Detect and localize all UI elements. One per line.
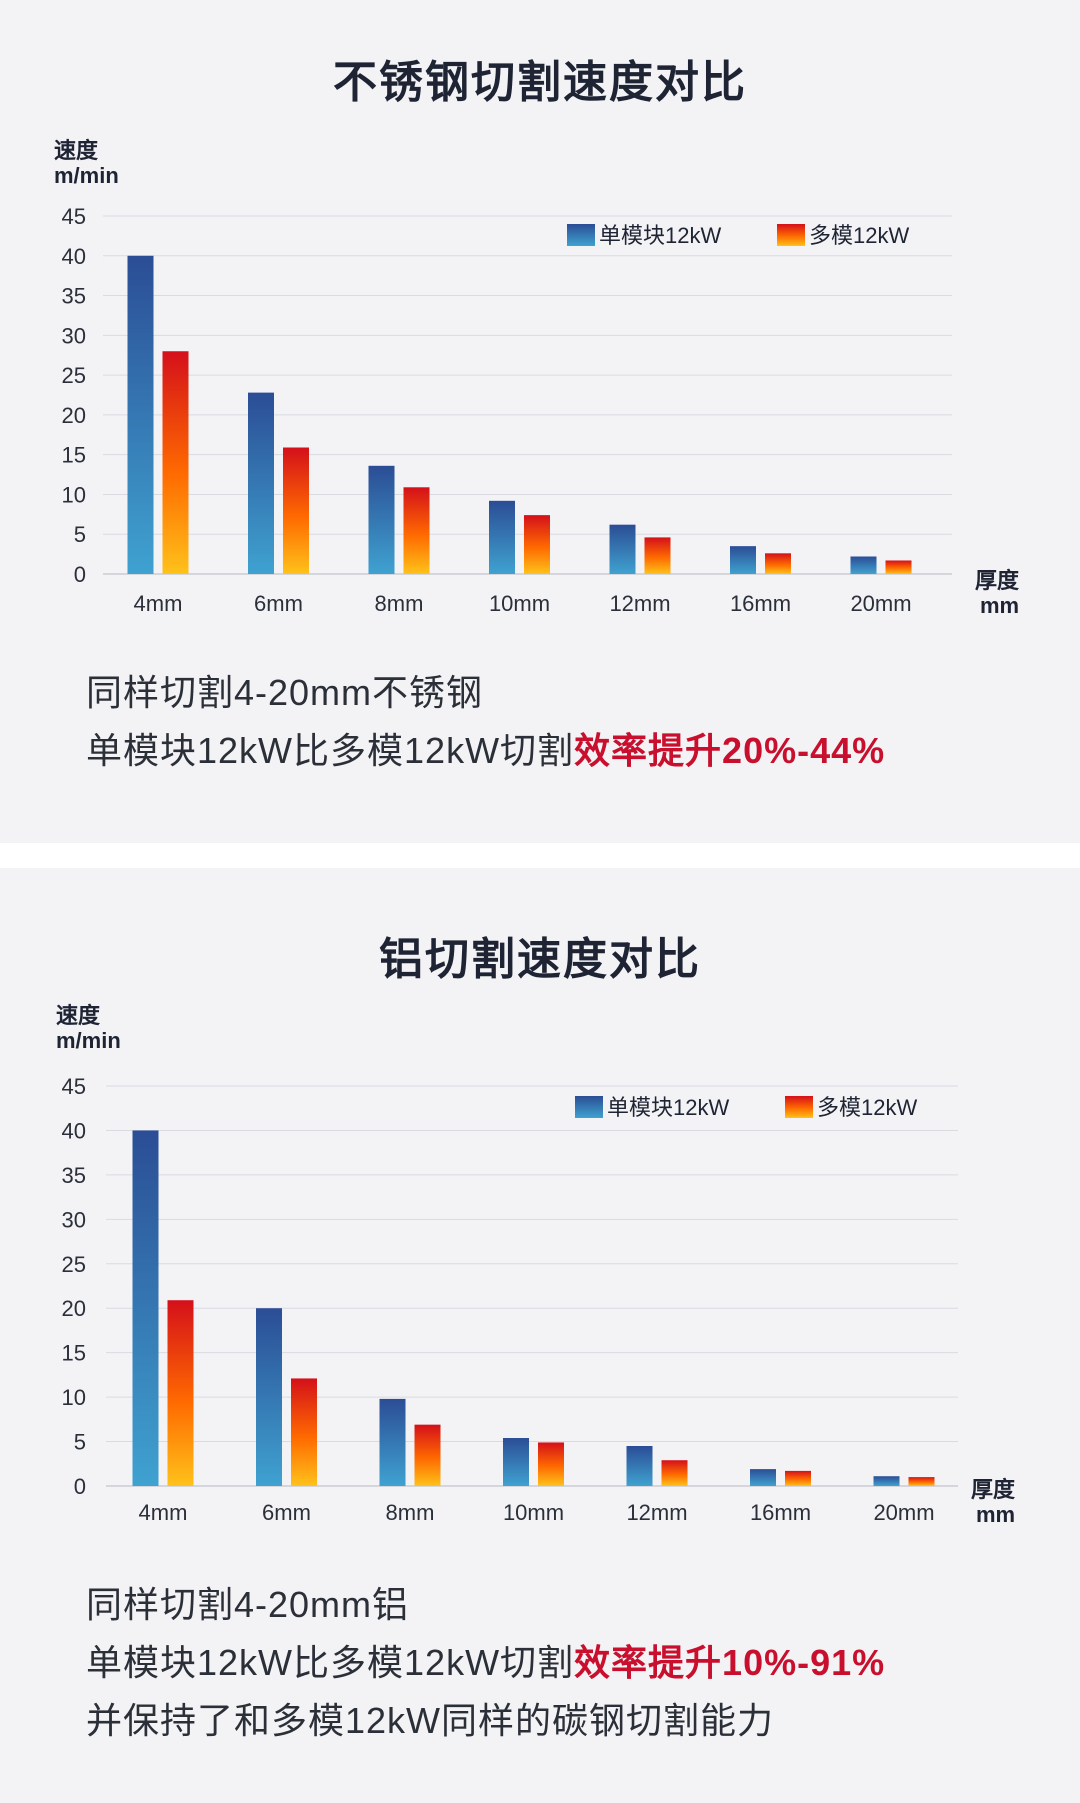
y-tick-label: 0: [74, 1474, 86, 1499]
desc-line-2: 单模块12kW比多模12kW切割效率提升10%-91%: [86, 1634, 885, 1692]
x-axis-unit: mm: [976, 1502, 1015, 1527]
x-axis-label: 厚度: [971, 1477, 1016, 1502]
bar-single-module: [750, 1469, 776, 1486]
bar-multi-module: [291, 1378, 317, 1486]
y-tick-label: 15: [62, 443, 86, 468]
bar-multi-module: [644, 537, 671, 574]
y-axis-label: 速度: [56, 1003, 101, 1028]
legend-label: 单模块12kW: [607, 1095, 729, 1120]
bar-single-module: [132, 1130, 159, 1486]
desc-line-1: 同样切割4-20mm不锈钢: [86, 672, 484, 713]
y-tick-label: 30: [62, 1207, 86, 1232]
legend-swatch: [785, 1096, 813, 1118]
chart-title: 不锈钢切割速度对比: [333, 58, 747, 107]
bar-multi-module: [661, 1460, 688, 1486]
x-tick-label: 12mm: [609, 591, 670, 616]
y-axis-unit: m/min: [56, 1028, 121, 1053]
bar-single-module: [127, 255, 154, 574]
x-tick-label: 16mm: [750, 1500, 811, 1525]
legend-swatch: [575, 1096, 603, 1118]
bar-multi-module: [885, 560, 912, 574]
y-tick-label: 45: [62, 204, 86, 229]
aluminum-panel: 铝切割速度对比 0 5 10 15 20 25 30 35 40 45 速度 m/min 厚度 mm 4mm…: [0, 868, 1080, 1803]
legend-swatch: [777, 224, 805, 246]
bar-single-module: [730, 546, 756, 574]
x-tick-label: 20mm: [873, 1500, 934, 1525]
y-tick-label: 20: [62, 403, 86, 428]
bar-multi-module: [908, 1477, 935, 1486]
chart-title: 铝切割速度对比: [379, 935, 701, 984]
y-tick-label: 35: [62, 284, 86, 309]
x-tick-label: 4mm: [139, 1500, 188, 1525]
legend-swatch: [567, 224, 595, 246]
x-tick-label: 10mm: [489, 591, 550, 616]
desc-line-2-text: 单模块12kW比多模12kW切割: [86, 1642, 575, 1683]
bar-single-module: [248, 392, 274, 574]
bar-single-module: [626, 1446, 653, 1486]
x-axis-label: 厚度: [975, 568, 1020, 593]
description: 同样切割4-20mm铝 单模块12kW比多模12kW切割效率提升10%-91% …: [86, 1576, 885, 1750]
desc-highlight: 效率提升10%-91%: [574, 1642, 886, 1683]
bar-multi-module: [538, 1442, 564, 1486]
desc-line-3: 并保持了和多模12kW同样的碳钢切割能力: [86, 1700, 775, 1741]
y-axis-unit: m/min: [54, 163, 119, 188]
y-tick-label: 15: [62, 1341, 86, 1366]
y-tick-label: 35: [62, 1163, 86, 1188]
stainless-steel-panel: 不锈钢切割速度对比 0 5 10 15 20 25 30 35 40 45 速度 m/min 厚度 mm 4…: [0, 0, 1080, 843]
bar-single-module: [850, 556, 877, 574]
y-axis-label: 速度: [54, 138, 99, 163]
bar-multi-module: [283, 447, 309, 574]
y-tick-label: 40: [62, 244, 86, 269]
x-tick-label: 20mm: [850, 591, 911, 616]
bar-single-module: [489, 500, 515, 574]
bar-multi-module: [414, 1424, 441, 1486]
bar-multi-module: [524, 515, 550, 574]
bar-single-module: [368, 465, 395, 574]
bar-multi-module: [162, 351, 189, 574]
bar-multi-module: [403, 487, 430, 574]
desc-line-1: 同样切割4-20mm铝: [86, 1584, 410, 1625]
bar-multi-module: [785, 1470, 811, 1486]
bar-single-module: [873, 1476, 900, 1486]
x-tick-label: 6mm: [262, 1500, 311, 1525]
x-tick-label: 12mm: [626, 1500, 687, 1525]
y-tick-label: 25: [62, 363, 86, 388]
y-tick-label: 40: [62, 1118, 86, 1143]
y-tick-label: 0: [74, 562, 86, 587]
desc-line-2: 单模块12kW比多模12kW切割效率提升20%-44%: [86, 722, 885, 780]
x-tick-label: 4mm: [134, 591, 183, 616]
x-tick-label: 8mm: [386, 1500, 435, 1525]
y-tick-label: 5: [74, 522, 86, 547]
y-tick-label: 10: [62, 482, 86, 507]
y-tick-label: 30: [62, 323, 86, 348]
desc-line-2-text: 单模块12kW比多模12kW切割: [86, 730, 575, 771]
bar-single-module: [379, 1398, 406, 1486]
y-tick-label: 45: [62, 1074, 86, 1099]
legend-label: 多模12kW: [809, 223, 909, 248]
bar-single-module: [503, 1438, 529, 1486]
y-tick-label: 20: [62, 1296, 86, 1321]
x-tick-label: 8mm: [375, 591, 424, 616]
x-tick-label: 16mm: [730, 591, 791, 616]
bar-multi-module: [167, 1300, 194, 1486]
bar-multi-module: [765, 553, 791, 574]
y-tick-label: 5: [74, 1430, 86, 1455]
y-tick-label: 10: [62, 1385, 86, 1410]
legend-label: 单模块12kW: [599, 223, 721, 248]
bar-single-module: [609, 524, 636, 574]
x-tick-label: 6mm: [254, 591, 303, 616]
desc-highlight: 效率提升20%-44%: [574, 730, 886, 771]
description: 同样切割4-20mm不锈钢 单模块12kW比多模12kW切割效率提升20%-44…: [86, 664, 885, 780]
x-axis-unit: mm: [980, 593, 1019, 618]
bar-single-module: [256, 1308, 282, 1486]
legend-label: 多模12kW: [817, 1095, 917, 1120]
y-tick-label: 25: [62, 1252, 86, 1277]
x-tick-label: 10mm: [503, 1500, 564, 1525]
